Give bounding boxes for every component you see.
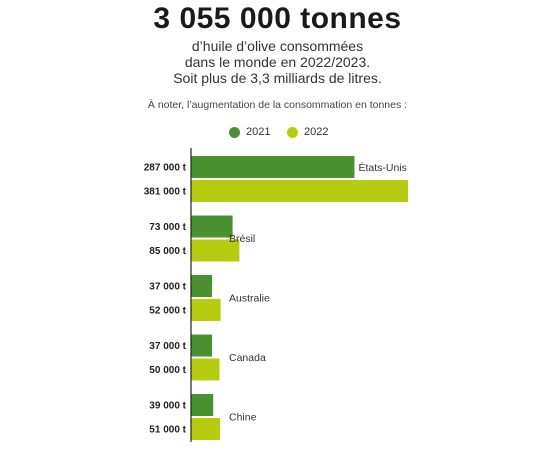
bar-2022-0 xyxy=(191,180,408,202)
legend-item-2022: 2022 xyxy=(287,124,328,140)
subtitle-line-2: dans le monde en 2022/2023. xyxy=(184,54,371,70)
bar-2021-3 xyxy=(191,334,213,357)
value-label-2022-0: 381 000 t xyxy=(144,187,187,198)
bar-2022-3 xyxy=(191,358,220,381)
category-label-0: États-Unis xyxy=(358,161,406,174)
value-label-2022-1: 85 000 t xyxy=(149,246,186,257)
category-label-1: Brésil xyxy=(229,233,255,245)
value-label-2022-3: 50 000 t xyxy=(149,365,186,376)
headline: 3 055 000 tonnes xyxy=(153,2,402,35)
value-label-2022-2: 52 000 t xyxy=(149,306,186,317)
chart-note: À noter, l’augmentation de la consommati… xyxy=(147,99,408,111)
legend-swatch-2021 xyxy=(229,126,240,138)
bar-2022-1 xyxy=(191,239,240,262)
category-label-2: Australie xyxy=(229,293,270,305)
bar-2022-2 xyxy=(191,299,221,321)
value-label-2021-3: 37 000 t xyxy=(149,341,186,352)
subtitle-line-1: d’huile d’olive consommées xyxy=(191,38,364,54)
bar-2021-1 xyxy=(191,215,233,238)
bar-2021-4 xyxy=(191,394,214,416)
legend-item-2021: 2021 xyxy=(229,124,270,140)
subtitle-line-3: Soit plus de 3,3 milliards de litres. xyxy=(173,70,382,86)
legend-label-2021: 2021 xyxy=(246,126,271,138)
bar-2022-4 xyxy=(191,418,221,440)
legend-label-2022: 2022 xyxy=(304,126,329,138)
value-label-2021-1: 73 000 t xyxy=(149,222,186,233)
legend: 2021 2022 xyxy=(0,124,555,140)
bar-2021-0 xyxy=(191,156,355,178)
value-label-2021-4: 39 000 t xyxy=(149,401,186,412)
value-label-2022-4: 51 000 t xyxy=(149,425,186,436)
value-label-2021-0: 287 000 t xyxy=(144,163,187,174)
category-label-4: Chine xyxy=(229,412,257,424)
category-label-3: Canada xyxy=(229,352,266,364)
legend-swatch-2022 xyxy=(287,126,298,138)
value-label-2021-2: 37 000 t xyxy=(149,282,186,293)
bar-2021-2 xyxy=(191,275,213,297)
